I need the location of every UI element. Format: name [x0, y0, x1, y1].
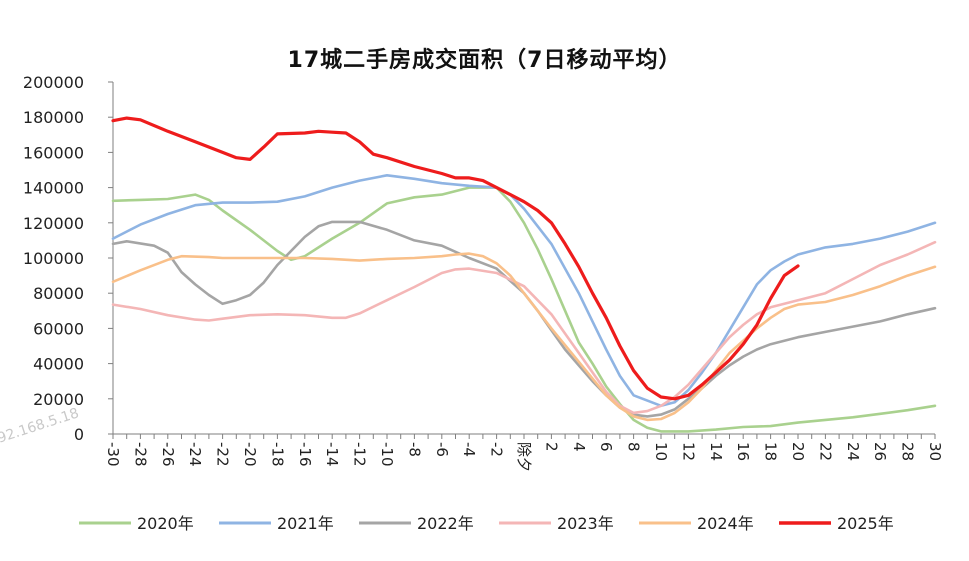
series-line-2021年 [111, 174, 937, 408]
x-tick-label: 6 [597, 442, 615, 452]
legend-label: 2025年 [837, 514, 894, 533]
x-tick-label: 30 [926, 442, 944, 461]
x-tick-label: -20 [241, 442, 259, 467]
y-tick-label: 200000 [23, 73, 84, 92]
x-tick-label: -14 [323, 442, 341, 467]
legend-label: 2023年 [557, 514, 614, 533]
x-tick-label: -16 [296, 442, 314, 467]
x-tick-label: -26 [159, 442, 177, 467]
series-line-2020年 [111, 186, 937, 433]
x-tick-label: 28 [899, 442, 917, 461]
x-tick-label: -6 [433, 442, 451, 457]
x-tick-label: -28 [131, 442, 149, 467]
x-tick-label: 10 [652, 442, 670, 461]
y-tick-label: 140000 [23, 179, 84, 198]
y-tick-label: 60000 [33, 319, 84, 338]
legend-label: 2020年 [137, 514, 194, 533]
y-tick-label: 0 [74, 425, 84, 444]
x-tick-label: -24 [186, 442, 204, 467]
chart-title: 17城二手房成交面积（7日移动平均） [287, 48, 682, 73]
series-line-2023年 [111, 240, 937, 415]
legend-label: 2022年 [417, 514, 474, 533]
x-tick-label: 12 [679, 442, 697, 461]
y-tick-label: 180000 [23, 108, 84, 127]
x-tick-label: -10 [378, 442, 396, 467]
series-line-2024年 [111, 252, 937, 422]
series-line-2025年 [111, 116, 800, 401]
y-tick-label: 40000 [33, 355, 84, 374]
x-tick-label: 26 [871, 442, 889, 461]
x-tick-label: 18 [762, 442, 780, 461]
x-tick-label: 4 [570, 442, 588, 452]
legend: 2020年 2021年 2022年 2023年 2024年 2025年 [79, 514, 894, 533]
x-tick-label: 24 [844, 442, 862, 461]
x-tick-label: -8 [405, 442, 423, 457]
axes: 0 20000 40000 60000 80000 100000 120000 140000 1… [23, 73, 944, 472]
x-tick-label: -12 [351, 442, 369, 467]
x-tick-label: -30 [104, 442, 122, 467]
y-tick-label: 160000 [23, 143, 84, 162]
x-tick-label: -22 [214, 442, 232, 467]
x-tick-label: -4 [460, 442, 478, 457]
y-tick-label: 80000 [33, 284, 84, 303]
x-tick-label: 14 [707, 442, 725, 461]
x-tick-label: -18 [268, 442, 286, 467]
x-tick-label: -2 [488, 442, 506, 457]
x-tick-label: 22 [816, 442, 834, 461]
x-tick-label: 8 [625, 442, 643, 452]
x-tick-label: 除夕 [515, 442, 533, 472]
y-tick-label: 100000 [23, 249, 84, 268]
x-tick-label: 16 [734, 442, 752, 461]
series-lines [111, 116, 937, 433]
x-tick-label: 2 [542, 442, 560, 452]
legend-label: 2024年 [697, 514, 754, 533]
y-tick-label: 20000 [33, 390, 84, 409]
y-tick-label: 120000 [23, 214, 84, 233]
x-tick-label: 20 [789, 442, 807, 461]
legend-label: 2021年 [277, 514, 334, 533]
